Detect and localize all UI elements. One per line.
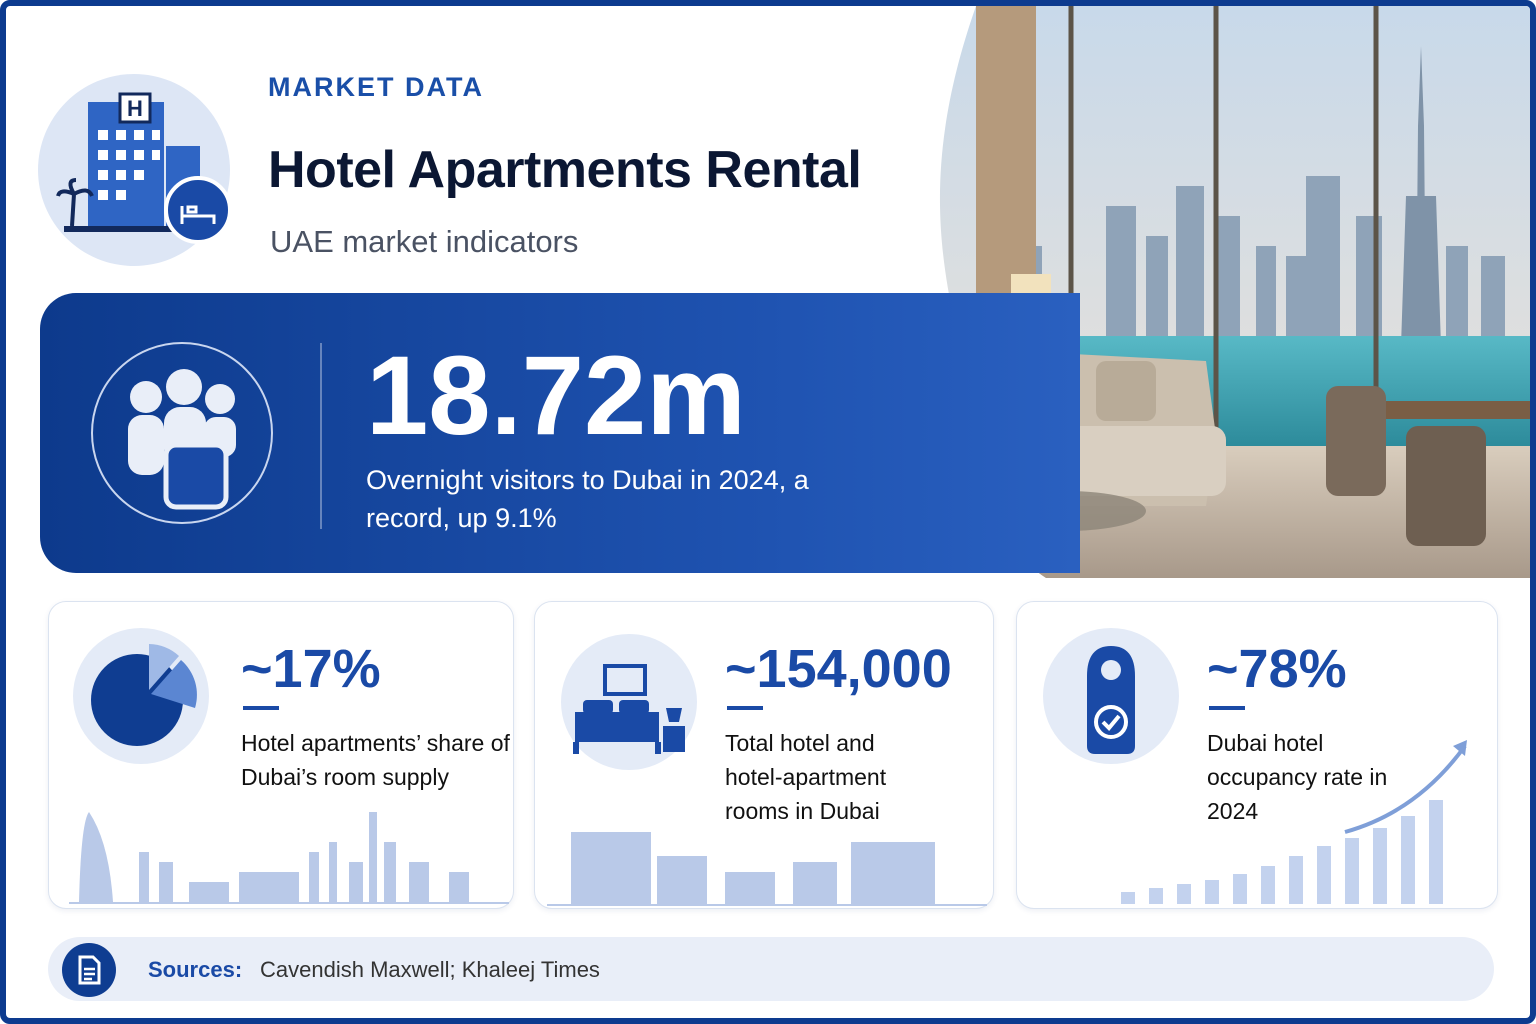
card-value: ~78% xyxy=(1207,639,1347,699)
hero-banner: 18.72m Overnight visitors to Dubai in 20… xyxy=(40,293,1080,573)
dash xyxy=(1209,706,1245,710)
sources-bar: Sources: Cavendish Maxwell; Khaleej Time… xyxy=(48,937,1494,1001)
skyline xyxy=(69,812,509,904)
document-icon xyxy=(62,943,116,997)
card: ~17% Hotel apartments’ share of Dubai’s … xyxy=(48,601,514,909)
card-description: Total hotel and hotel-apartment rooms in… xyxy=(725,730,887,824)
sources-text: Cavendish Maxwell; Khaleej Times xyxy=(260,957,600,982)
subtitle: UAE market indicators xyxy=(270,224,579,259)
divider xyxy=(320,343,322,529)
title: Hotel Apartments Rental xyxy=(268,141,862,199)
card-description: Hotel apartments’ share of Dubai’s room … xyxy=(241,730,510,790)
hero-value: 18.72m xyxy=(366,333,746,458)
dash xyxy=(243,706,279,710)
card-value: ~154,000 xyxy=(725,639,952,699)
card-description: Dubai hotel occupancy rate in 2024 xyxy=(1207,730,1388,824)
bed-icon xyxy=(561,634,697,770)
pie-icon xyxy=(73,628,209,764)
hotel-icon: H xyxy=(38,74,232,266)
sources-label: Sources: xyxy=(148,957,243,982)
dash xyxy=(727,706,763,710)
buildings xyxy=(547,832,987,906)
visitors-icon xyxy=(91,342,273,524)
hero-description: Overnight visitors to Dubai in 2024, a r… xyxy=(366,465,809,533)
card: ~154,000 Total hotel and hotel-apartment… xyxy=(534,601,994,909)
photo-overlay xyxy=(886,6,1536,578)
door-hanger-icon xyxy=(1043,628,1179,764)
eyebrow: MARKET DATA xyxy=(268,72,484,102)
card: ~78% Dubai hotel occupancy rate in 2024 xyxy=(1016,601,1498,909)
card-value: ~17% xyxy=(241,639,381,699)
icon-label: H xyxy=(127,96,143,121)
growth-graphic xyxy=(1121,740,1467,904)
